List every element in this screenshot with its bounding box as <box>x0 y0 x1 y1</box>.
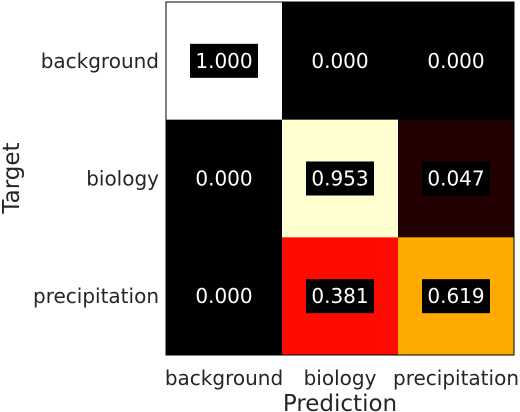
x-axis-label: Prediction <box>283 391 397 412</box>
cell-value-biology-biology: 0.953 <box>311 167 368 191</box>
cell-label-box-precipitation-precipitation <box>422 279 490 314</box>
x-tick-labels: background biology precipitation <box>165 366 519 390</box>
plot-frame <box>165 1 515 356</box>
cell-value-precipitation-biology: 0.381 <box>311 284 368 308</box>
y-axis-label: Target <box>0 142 25 214</box>
cell-label-box-biology-background <box>190 161 258 196</box>
y-tick-biology: biology <box>86 167 159 191</box>
cell-label-box-background-background <box>190 43 258 78</box>
x-tick-precipitation: precipitation <box>393 366 519 390</box>
y-tick-precipitation: precipitation <box>33 284 159 308</box>
heatmap-cells: 1.000 0.000 0.000 0.000 0.953 0.047 0.000 0.381… <box>166 2 515 356</box>
cell-label-box-biology-biology <box>306 161 374 196</box>
x-tick-biology: biology <box>304 366 377 390</box>
x-tick-background: background <box>165 366 283 390</box>
cell-value-precipitation-precipitation: 0.619 <box>427 284 484 308</box>
cell-label-box-background-precipitation <box>422 43 490 78</box>
y-tick-background: background <box>41 49 159 73</box>
cell-value-precipitation-background: 0.000 <box>195 284 252 308</box>
cell-value-biology-precipitation: 0.047 <box>427 167 484 191</box>
cell-label-box-precipitation-biology <box>306 279 374 314</box>
cell-value-background-biology: 0.000 <box>311 49 368 73</box>
cell-label-box-biology-precipitation <box>422 161 490 196</box>
y-tick-labels: background biology precipitation <box>33 49 159 308</box>
cell-label-box-background-biology <box>306 43 374 78</box>
cell-label-box-precipitation-background <box>190 279 258 314</box>
cell-value-biology-background: 0.000 <box>195 167 252 191</box>
cell-value-background-precipitation: 0.000 <box>427 49 484 73</box>
cell-value-background-background: 1.000 <box>195 49 252 73</box>
